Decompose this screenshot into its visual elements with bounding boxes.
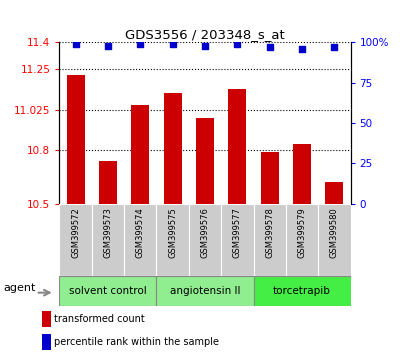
Bar — [325, 182, 342, 204]
Point — [137, 41, 143, 47]
Bar — [260, 152, 278, 204]
Point — [104, 43, 111, 48]
Bar — [92, 204, 124, 276]
Bar — [42, 311, 50, 327]
Bar — [196, 118, 213, 204]
Text: GSM399575: GSM399575 — [168, 207, 177, 258]
Text: GSM399578: GSM399578 — [265, 207, 274, 258]
Text: angiotensin II: angiotensin II — [169, 286, 240, 296]
Bar — [253, 276, 350, 306]
Point — [169, 41, 175, 47]
Title: GDS3556 / 203348_s_at: GDS3556 / 203348_s_at — [125, 28, 284, 41]
Bar — [317, 204, 350, 276]
Point — [266, 45, 272, 50]
Text: GSM399580: GSM399580 — [329, 207, 338, 258]
Bar — [285, 204, 317, 276]
Point — [72, 41, 79, 47]
Text: transformed count: transformed count — [54, 314, 144, 325]
Text: torcetrapib: torcetrapib — [272, 286, 330, 296]
Text: GSM399577: GSM399577 — [232, 207, 241, 258]
Bar — [59, 204, 92, 276]
Point — [234, 41, 240, 47]
Point — [330, 45, 337, 50]
Bar — [156, 204, 189, 276]
Text: GSM399574: GSM399574 — [135, 207, 144, 258]
Text: GSM399572: GSM399572 — [71, 207, 80, 258]
Bar — [124, 204, 156, 276]
Bar — [292, 144, 310, 204]
Bar — [228, 89, 246, 204]
Bar — [67, 75, 84, 204]
Bar — [99, 161, 117, 204]
Point — [201, 43, 208, 48]
Text: solvent control: solvent control — [69, 286, 146, 296]
Bar — [59, 276, 156, 306]
Text: percentile rank within the sample: percentile rank within the sample — [54, 337, 218, 348]
Bar — [253, 204, 285, 276]
Bar — [42, 334, 50, 350]
Bar — [131, 105, 149, 204]
Bar — [220, 204, 253, 276]
Text: GSM399573: GSM399573 — [103, 207, 112, 258]
Text: agent: agent — [3, 282, 35, 292]
Bar — [189, 204, 220, 276]
Text: GSM399576: GSM399576 — [200, 207, 209, 258]
Point — [298, 46, 305, 52]
Bar — [163, 93, 181, 204]
Bar — [156, 276, 253, 306]
Text: GSM399579: GSM399579 — [297, 207, 306, 258]
